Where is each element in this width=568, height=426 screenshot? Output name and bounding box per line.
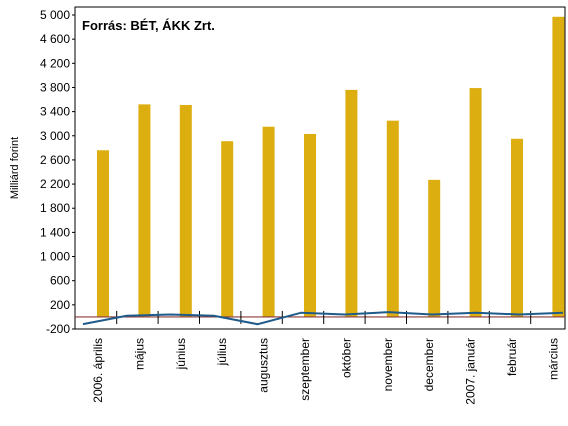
plot-frame bbox=[74, 6, 566, 330]
x-tick-label: július bbox=[215, 338, 229, 366]
y-tick-label: 4 600 bbox=[40, 32, 70, 46]
bar bbox=[97, 150, 109, 317]
bar bbox=[304, 133, 316, 317]
bar bbox=[221, 141, 234, 317]
bar bbox=[179, 104, 192, 317]
y-tick-label: 1 800 bbox=[40, 201, 70, 215]
x-tick-label: szeptember bbox=[298, 338, 312, 401]
y-tick-label: -200 bbox=[46, 322, 70, 336]
x-tick-label: március bbox=[546, 338, 560, 380]
x-tick-label: december bbox=[422, 338, 436, 391]
y-tick-label: 3 000 bbox=[40, 129, 70, 143]
x-tick-label: augusztus bbox=[257, 338, 271, 393]
bar bbox=[386, 120, 399, 317]
line-series bbox=[82, 311, 564, 326]
y-tick-label: 3 400 bbox=[40, 105, 70, 119]
bar bbox=[138, 104, 151, 317]
bar bbox=[428, 179, 441, 317]
x-tick-label: 2007. január bbox=[464, 338, 478, 405]
y-tick-label: 5 000 bbox=[40, 8, 70, 22]
y-tick-label: 200 bbox=[50, 298, 70, 312]
x-tick-label: február bbox=[505, 338, 519, 376]
y-tick-label: 600 bbox=[50, 274, 70, 288]
y-tick-label: 2 600 bbox=[40, 153, 70, 167]
x-tick-label: október bbox=[339, 338, 353, 378]
annotation: Forrás: BÉT, ÁKK Zrt. bbox=[82, 18, 215, 33]
y-axis-label: Milliárd forint bbox=[9, 137, 21, 199]
y-tick-label: 3 800 bbox=[40, 80, 70, 94]
bar bbox=[262, 126, 275, 317]
bar bbox=[552, 16, 565, 317]
y-tick-label: 2 200 bbox=[40, 177, 70, 191]
y-tick-label: 4 200 bbox=[40, 56, 70, 70]
x-tick-label: november bbox=[381, 338, 395, 391]
bar bbox=[345, 89, 358, 317]
bar bbox=[469, 88, 482, 317]
y-tick-label: 1 400 bbox=[40, 225, 70, 239]
y-tick-label: 1 000 bbox=[40, 250, 70, 264]
bar bbox=[511, 138, 523, 317]
x-tick-label: június bbox=[174, 338, 188, 370]
x-tick-label: május bbox=[132, 338, 146, 370]
x-tick-label: 2006. április bbox=[91, 338, 105, 403]
